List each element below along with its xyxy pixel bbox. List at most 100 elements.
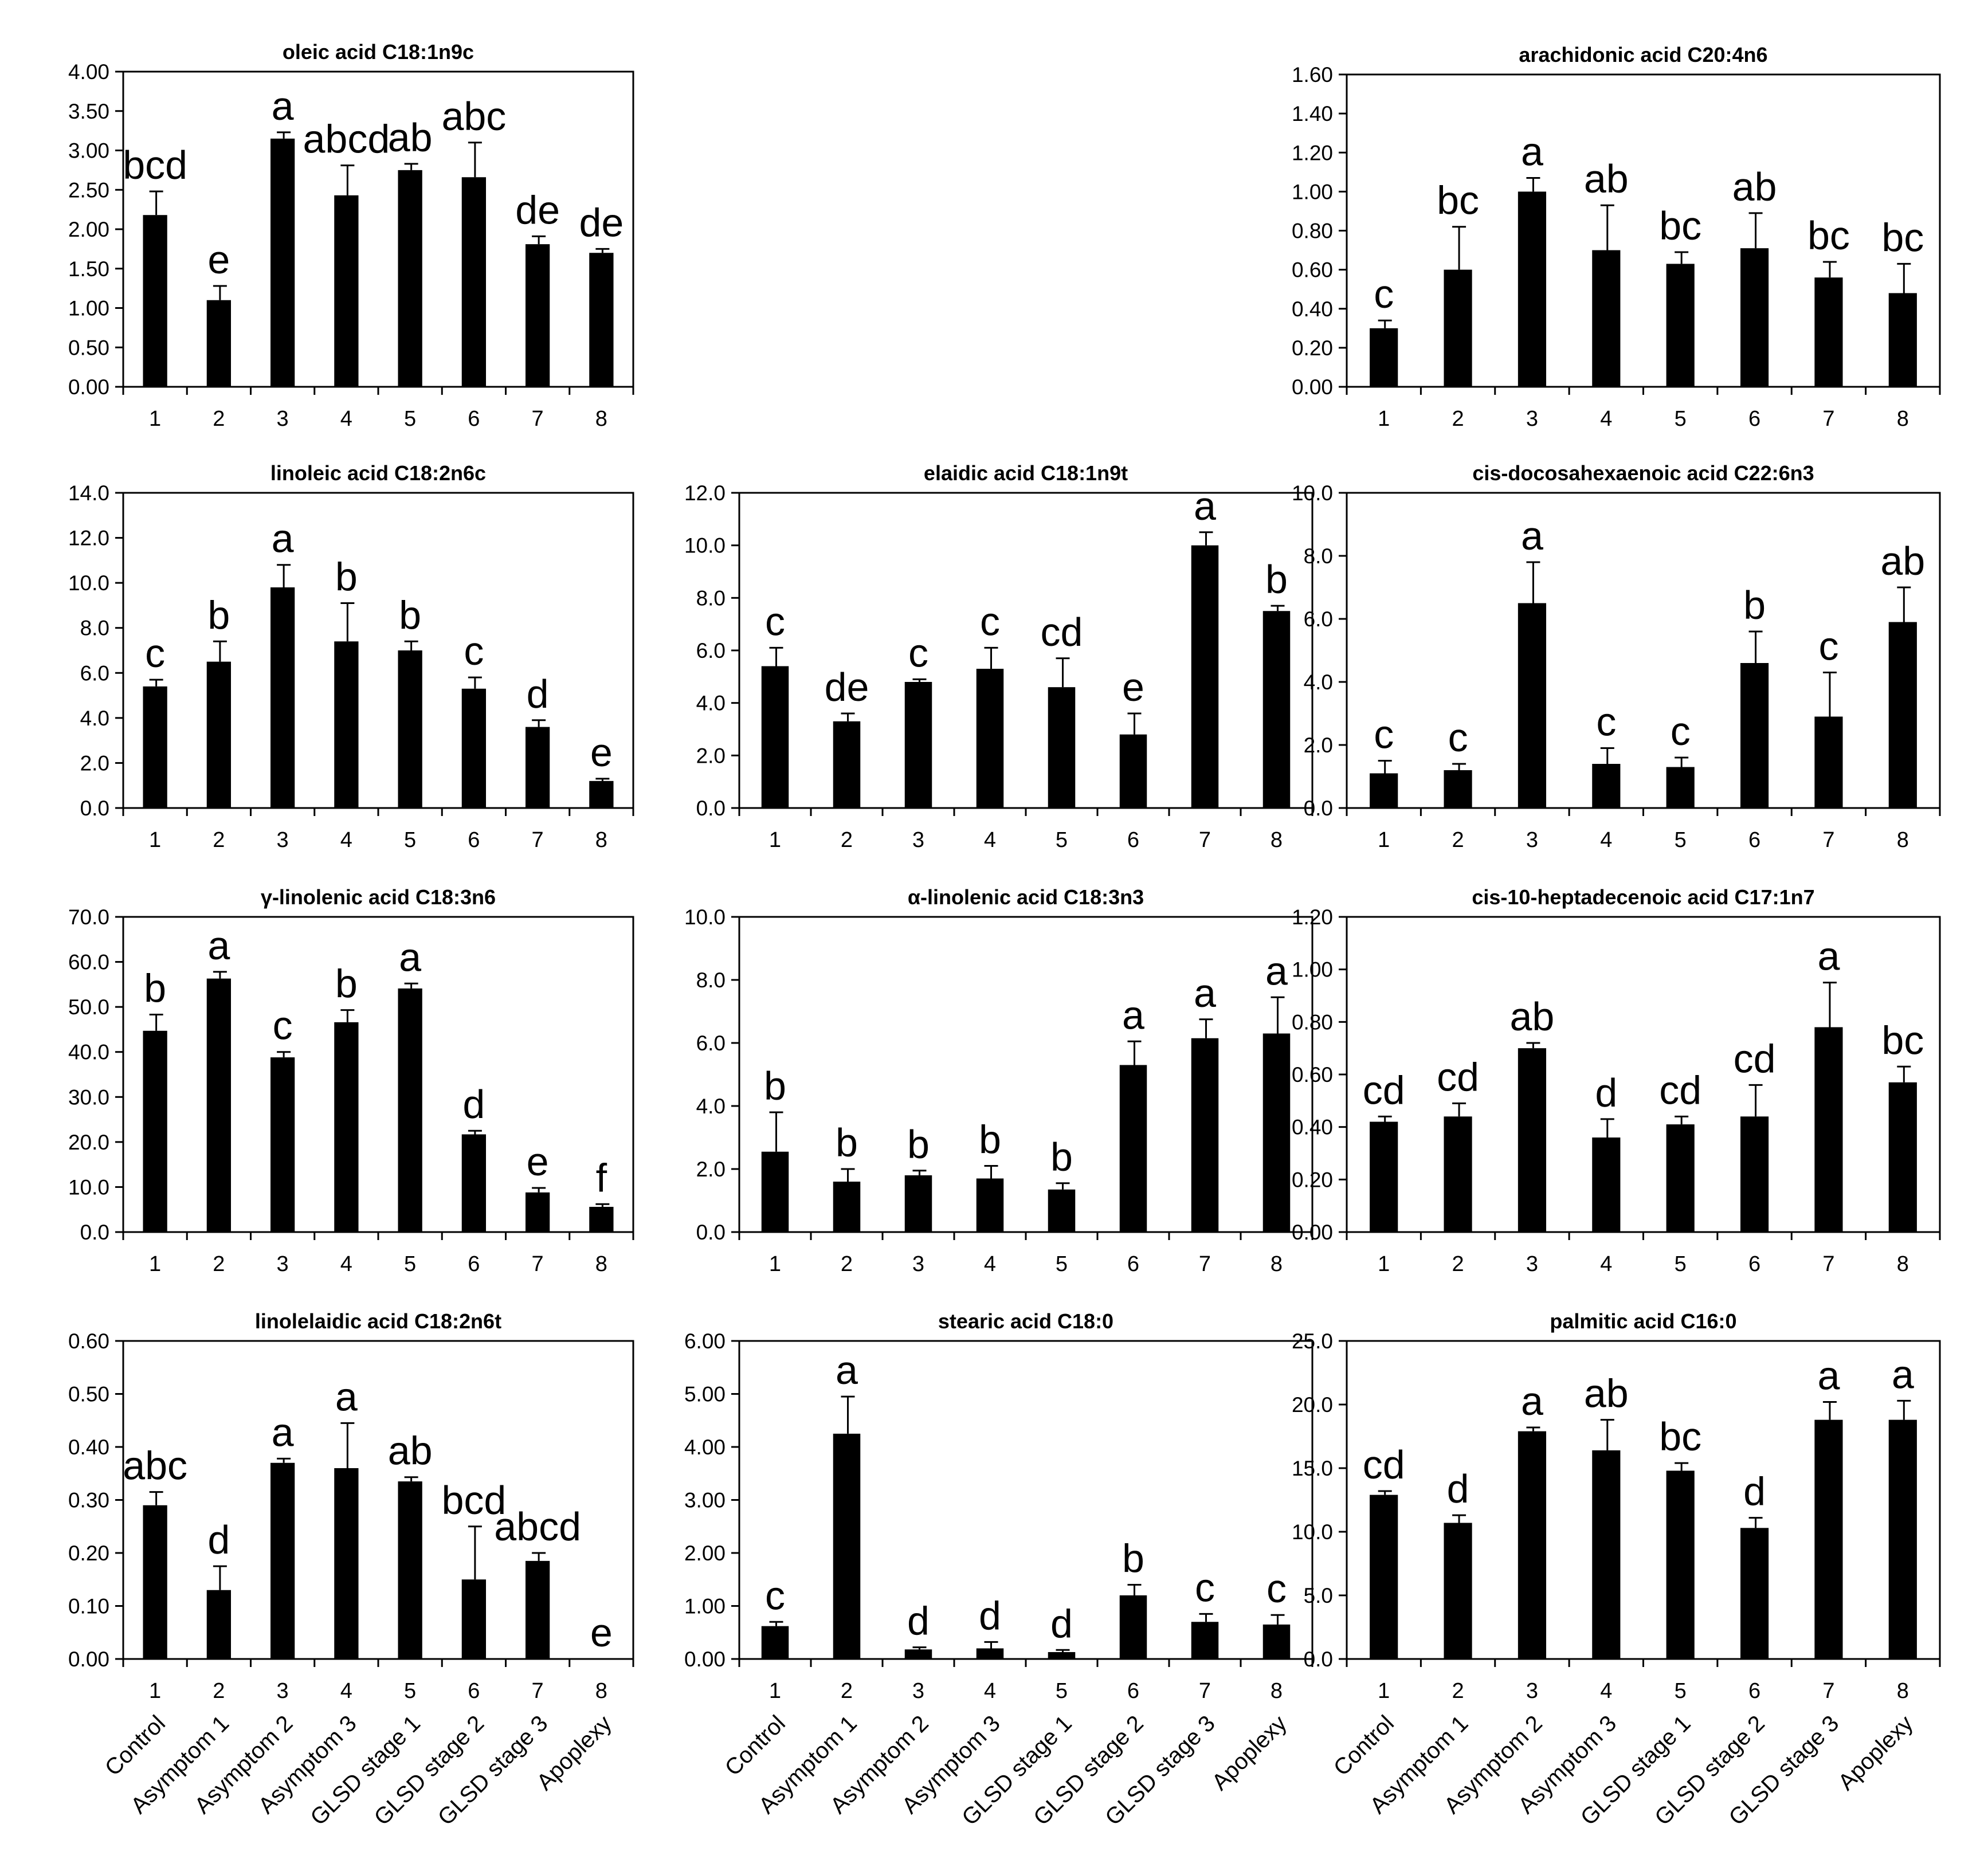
significance-label: e [1122,665,1144,709]
x-tick-label: 5 [404,1679,416,1703]
x-tick-label: 2 [213,407,225,431]
bar [589,780,614,808]
group-label: Control [720,1711,790,1780]
x-tick-label: 3 [277,1252,289,1276]
y-tick-label: 4.00 [68,60,109,84]
bar [1444,1523,1472,1659]
significance-label: b [207,593,230,637]
bar [1518,603,1547,808]
significance-label: bc [1881,215,1924,260]
bar [1518,1431,1547,1659]
y-tick-label: 0.50 [68,336,109,359]
y-tick-label: 0.80 [1292,1010,1333,1034]
x-tick-label: 5 [404,407,416,431]
y-tick-label: 20.0 [68,1131,109,1154]
bar [761,1626,789,1659]
x-tick-label: 7 [532,1679,544,1703]
significance-label: cd [1363,1442,1405,1487]
x-tick-label: 5 [404,828,416,852]
x-tick-label: 1 [1378,828,1390,852]
y-tick-label: 0.0 [696,1221,726,1244]
x-tick-label: 2 [841,828,853,852]
significance-label: a [1265,948,1288,993]
significance-label: abc [123,1444,187,1488]
significance-label: c [1374,712,1394,757]
significance-label: c [908,630,928,675]
bar [904,1175,932,1232]
x-tick-label: 5 [1675,407,1687,431]
y-tick-label: 0.00 [684,1648,726,1671]
bar [1191,1622,1219,1659]
plot-frame [122,1340,634,1660]
y-tick-label: 20.0 [1292,1393,1333,1417]
x-tick-label: 2 [1452,828,1464,852]
bar [398,650,422,808]
x-tick-label: 4 [984,828,996,852]
significance-label: c [1596,700,1616,744]
x-tick-label: 7 [1822,1679,1834,1703]
y-tick-label: 8.0 [80,617,109,640]
significance-label: a [335,1374,358,1419]
group-label: GLSD stage 1 [305,1711,425,1830]
x-tick-label: 1 [1378,407,1390,431]
significance-label: cd [1437,1054,1479,1099]
bar [461,177,487,387]
x-tick-label: 4 [1600,407,1612,431]
bar [206,661,232,808]
y-tick-label: 10.0 [1292,481,1333,505]
significance-label: b [335,962,358,1006]
x-tick-label: 2 [841,1252,853,1276]
x-tick-label: 3 [1526,1679,1538,1703]
group-label: Apoplexy [1833,1711,1918,1795]
y-tick-label: 6.0 [80,661,109,685]
significance-label: a [1194,971,1216,1015]
bar [1370,1495,1398,1659]
significance-label: d [1595,1070,1617,1115]
x-tick-label: 2 [213,828,225,852]
x-tick-label: 5 [1675,828,1687,852]
x-tick-label: 2 [1452,407,1464,431]
significance-label: cd [1363,1068,1405,1112]
bar [1814,1419,1843,1659]
x-tick-label: 6 [1127,1252,1139,1276]
x-tick-label: 6 [1748,1252,1760,1276]
significance-label: b [399,593,421,637]
bar [143,1030,167,1232]
bar [976,1178,1004,1232]
y-tick-label: 12.0 [68,527,109,550]
x-tick-label: 6 [468,828,480,852]
bar [1592,1450,1621,1659]
significance-label: ab [388,115,433,160]
x-tick-label: 8 [1271,828,1283,852]
x-tick-label: 8 [595,1679,607,1703]
significance-label: a [1817,1354,1840,1398]
significance-label: c [1266,1566,1287,1611]
significance-label: ab [1584,1371,1629,1416]
significance-label: bc [1437,178,1479,223]
y-tick-label: 4.00 [684,1435,726,1459]
y-tick-label: 0.0 [80,797,109,820]
bar [1048,687,1076,808]
y-tick-label: 6.0 [696,1031,726,1055]
x-tick-label: 6 [1127,828,1139,852]
y-tick-label: 4.0 [696,692,726,715]
significance-label: c [765,1573,785,1618]
x-tick-label: 3 [1526,828,1538,852]
y-tick-label: 1.00 [1292,958,1333,982]
chart-title: linoleic acid C18:2n6c [270,461,486,485]
group-label: Apoplexy [1207,1711,1291,1795]
chart-title: linolelaidic acid C18:2n6t [255,1309,501,1333]
bar [334,195,359,387]
significance-label: c [273,1003,293,1048]
x-tick-label: 7 [1822,1252,1834,1276]
significance-label: d [907,1599,930,1644]
significance-label: a [1892,1352,1914,1397]
y-tick-label: 12.0 [684,481,726,505]
bar [525,1560,550,1659]
x-tick-label: 8 [1897,407,1909,431]
bar [1888,1082,1917,1232]
y-tick-label: 0.0 [80,1221,109,1244]
significance-label: ab [1732,164,1777,209]
plot-frame [738,916,1313,1233]
bar [1119,734,1147,808]
